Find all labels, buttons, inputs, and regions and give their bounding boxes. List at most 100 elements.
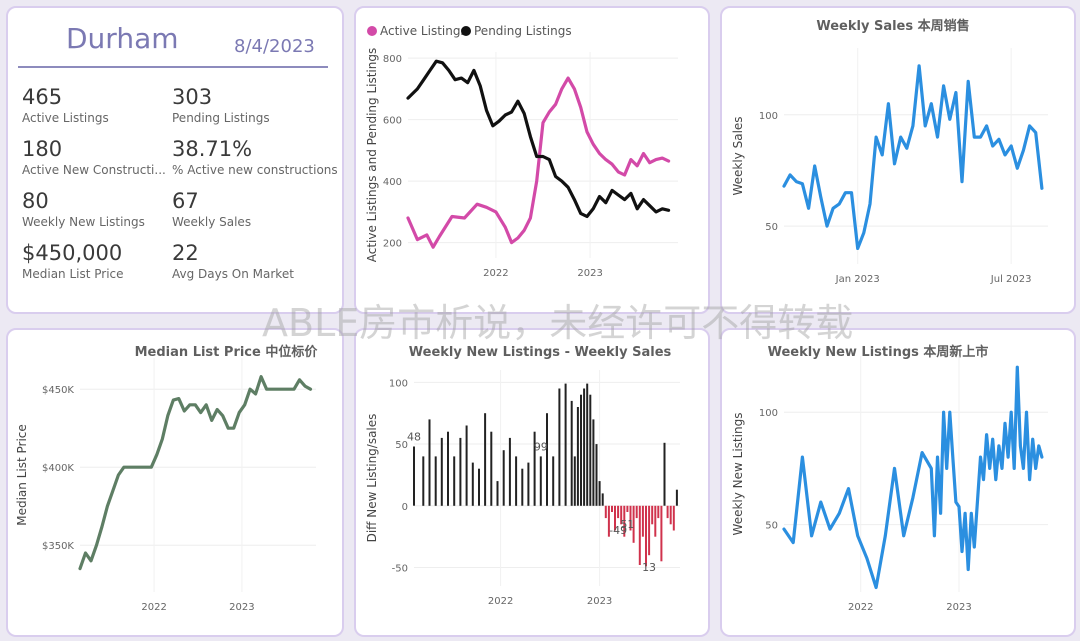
median-price-chart-card: Median List Price 中位标价 $350K $400K $450K 202…: [6, 328, 344, 637]
bar: [471, 462, 474, 506]
x-tick-label: 2022: [848, 602, 873, 613]
x-tick-label: 2022: [141, 602, 166, 613]
diff-chart: Weekly New Listings - Weekly Sales -50 0 50…: [365, 345, 680, 607]
bar: [533, 431, 536, 506]
y-tick-label: 600: [383, 116, 402, 127]
kpi-label: Weekly New Listings: [22, 215, 145, 229]
bar: [478, 468, 480, 506]
series-line-0: [406, 76, 671, 249]
bar: [484, 413, 487, 506]
kpi-value: 303: [172, 85, 213, 109]
kpi-active-new-construction: 180 Active New Constructi...: [22, 136, 166, 178]
bar: [502, 450, 505, 506]
bar: [663, 442, 666, 506]
x-tick-label: 2022: [483, 268, 508, 279]
bar: [546, 413, 548, 506]
bar: [434, 456, 437, 506]
chart-title: Weekly Sales 本周销售: [816, 18, 969, 34]
y-axis-label: Median List Price: [15, 424, 29, 526]
bar: [611, 505, 613, 512]
y-axis-label: Weekly New Listings: [731, 413, 745, 536]
bar: [654, 505, 657, 537]
data-label: 51: [620, 518, 634, 531]
diff-chart-card: Weekly New Listings - Weekly Sales -50 0 50…: [354, 328, 710, 637]
series-line-0: [78, 375, 313, 571]
y-tick-label: 100: [389, 378, 408, 389]
bar: [508, 437, 511, 506]
bar: [623, 505, 626, 537]
y-tick-label: 50: [765, 222, 778, 233]
weekly-sales-chart-card: Weekly Sales 本周销售 50 100 Jan 2023 Jul 2023 We…: [720, 6, 1076, 314]
bar: [527, 462, 530, 506]
bar: [422, 456, 425, 506]
bar: [620, 505, 623, 525]
bar: [632, 505, 635, 543]
bar: [515, 456, 518, 506]
bar: [428, 419, 431, 506]
bar: [614, 505, 616, 531]
bar: [645, 505, 647, 567]
y-tick-label: 400: [383, 177, 402, 188]
kpi-weekly-new-listings: 80 Weekly New Listings: [22, 188, 145, 230]
kpi-value: 80: [22, 189, 49, 213]
bar: [626, 505, 629, 512]
report-date: 8/4/2023: [234, 36, 315, 57]
chart-title: Weekly New Listings - Weekly Sales: [409, 345, 672, 360]
legend-label: Active Listings: [380, 24, 467, 38]
bar: [651, 505, 654, 525]
bar: [641, 505, 644, 537]
x-tick-label: Jan 2023: [835, 274, 880, 285]
kpi-label: Weekly Sales: [172, 215, 252, 229]
y-tick-label: -50: [392, 563, 408, 574]
bar: [447, 431, 449, 506]
weekly-sales-chart: Weekly Sales 本周销售 50 100 Jan 2023 Jul 2023 We…: [731, 18, 1048, 285]
bar: [521, 468, 524, 506]
x-tick-label: 2023: [229, 602, 254, 613]
bar: [638, 505, 641, 565]
bar: [604, 505, 607, 519]
bar: [573, 456, 576, 506]
kpi-pct-active-new-construction: 38.71% % Active new constructions: [172, 136, 338, 178]
active-pending-chart-card: 200 400 600 800 2022 2023 Active Listings and …: [354, 6, 710, 314]
kpi-weekly-sales: 67 Weekly Sales: [172, 188, 251, 230]
kpi-pending-listings: 303 Pending Listings: [172, 84, 270, 126]
y-axis-label: Diff New Listing/sales: [365, 414, 379, 543]
kpi-card: Durham 8/4/2023 465 Active Listings 303 …: [6, 6, 344, 314]
bar: [440, 437, 443, 506]
bar: [598, 481, 601, 506]
kpi-value: 180: [22, 137, 63, 161]
series-line-0: [782, 64, 1044, 250]
header-divider: [18, 66, 328, 68]
kpi-label: Active New Constructi...: [22, 163, 166, 177]
bar: [564, 383, 567, 506]
kpi-value: 38.71%: [172, 137, 253, 161]
series-line-0: [782, 365, 1044, 590]
kpi-value: 465: [22, 85, 63, 109]
legend-marker: [461, 26, 471, 36]
bar: [595, 444, 598, 506]
bar: [666, 505, 669, 519]
y-tick-label: $400K: [42, 463, 74, 474]
bar: [607, 505, 610, 537]
y-tick-label: 50: [765, 521, 778, 532]
data-label: -49: [609, 524, 627, 537]
bar: [601, 493, 604, 506]
bar: [648, 505, 651, 556]
legend-label: Pending Listings: [474, 24, 572, 38]
bar: [589, 394, 592, 506]
y-tick-label: 100: [759, 111, 778, 122]
bar: [583, 388, 586, 506]
kpi-value: 22: [172, 241, 199, 265]
kpi-label: Median List Price: [22, 267, 124, 281]
data-label: 13: [642, 561, 656, 574]
x-tick-label: 2023: [577, 268, 602, 279]
bar: [629, 505, 632, 531]
data-label: 99: [534, 440, 548, 453]
x-tick-label: 2023: [587, 596, 612, 607]
bar: [592, 419, 595, 506]
kpi-median-list-price: $450,000 Median List Price: [22, 240, 124, 282]
kpi-value: $450,000: [22, 241, 123, 265]
x-tick-label: 2023: [946, 602, 971, 613]
bar: [617, 505, 620, 519]
bar: [552, 456, 555, 506]
